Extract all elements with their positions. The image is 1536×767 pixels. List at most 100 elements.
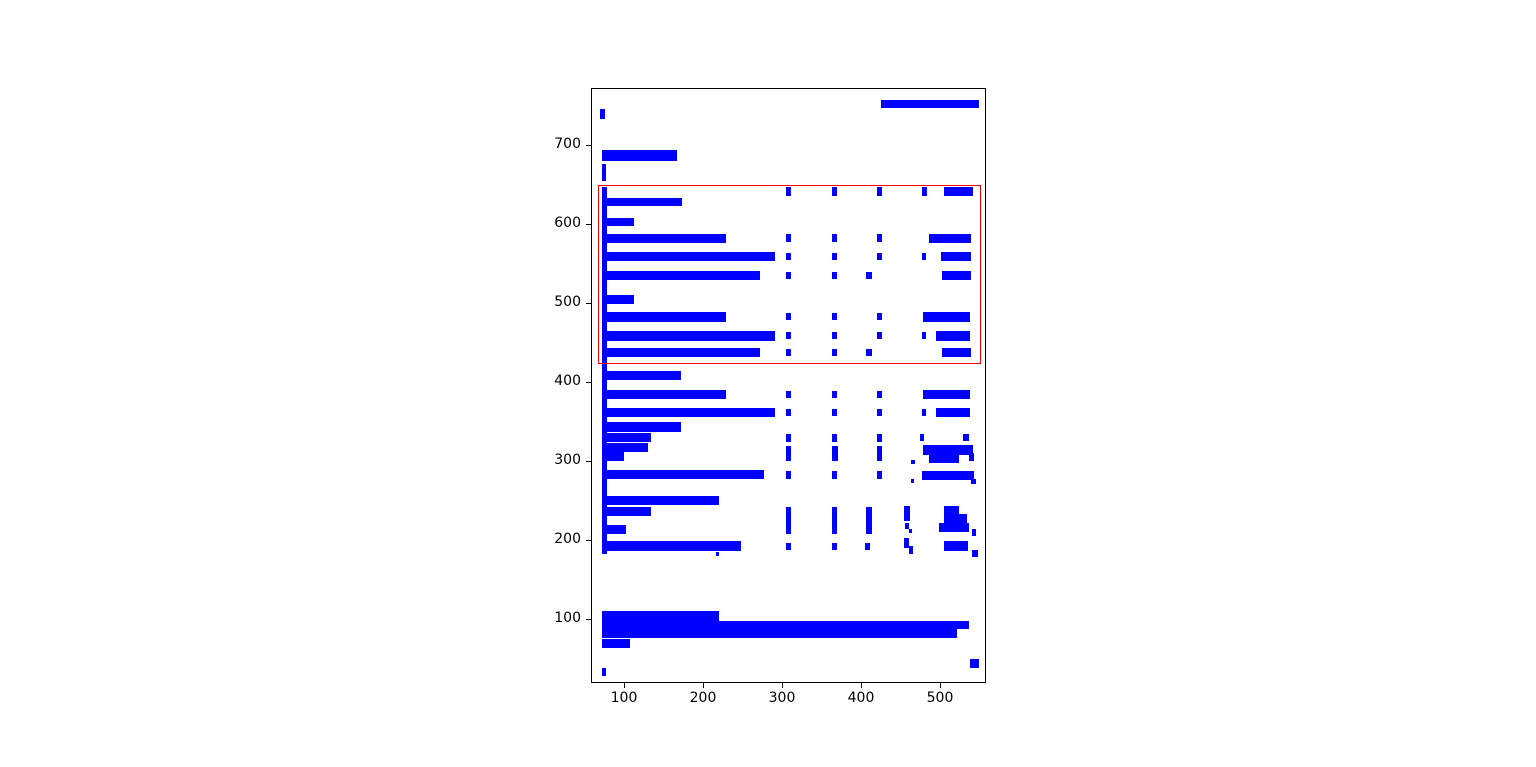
bounding-box [601, 628, 957, 639]
bounding-box [785, 313, 792, 321]
y-tick-mark [586, 619, 591, 620]
bounding-box [866, 507, 872, 534]
bounding-box [832, 313, 837, 321]
bounding-box [786, 446, 791, 462]
bounding-box [601, 348, 760, 357]
bounding-box [785, 349, 792, 357]
bounding-box [601, 251, 776, 262]
y-tick-label: 500 [554, 294, 581, 310]
bounding-box [942, 348, 972, 357]
bounding-box [922, 252, 927, 260]
bounding-box [785, 390, 792, 398]
y-tick-label: 400 [554, 373, 581, 389]
bounding-box [601, 408, 775, 417]
x-tick-label: 100 [610, 690, 638, 706]
y-tick-label: 300 [554, 452, 581, 468]
bounding-box [941, 251, 972, 262]
bounding-box [919, 434, 924, 442]
bounding-box [599, 108, 606, 120]
bounding-box [968, 453, 975, 462]
bounding-box [785, 434, 792, 443]
bounding-box [601, 451, 625, 462]
bounding-box [923, 445, 973, 455]
bounding-box [601, 421, 681, 432]
x-tick-label: 300 [768, 690, 796, 706]
bounding-box [832, 542, 837, 550]
bounding-box [908, 529, 912, 534]
bounding-box [601, 187, 607, 554]
bounding-box [832, 271, 837, 279]
bounding-box [865, 542, 870, 550]
bounding-box [877, 187, 882, 196]
plot-area [591, 88, 986, 683]
bounding-box [944, 514, 968, 523]
bounding-box [832, 349, 837, 357]
bounding-box [922, 332, 927, 340]
y-tick-mark [586, 540, 591, 541]
x-tick-label: 200 [689, 690, 717, 706]
bounding-box [601, 507, 652, 516]
bounding-box [601, 217, 634, 226]
bounding-box [922, 187, 927, 196]
x-tick-mark [861, 683, 862, 688]
bounding-box [601, 611, 720, 621]
bounding-box [866, 271, 872, 279]
bounding-box [944, 187, 973, 196]
bounding-box [938, 522, 969, 533]
bounding-box [786, 507, 791, 534]
bounding-box [911, 460, 916, 465]
bounding-box [601, 270, 760, 281]
bounding-box [877, 446, 882, 462]
bounding-box [601, 233, 727, 244]
bounding-box [942, 270, 972, 281]
bounding-box [601, 443, 649, 452]
bounding-box [928, 454, 959, 463]
bounding-box [601, 668, 606, 677]
bounding-box [832, 332, 837, 340]
bounding-box [832, 446, 838, 462]
bounding-box [601, 495, 720, 505]
bounding-box [972, 529, 976, 537]
bounding-box [904, 537, 909, 549]
bounding-box [601, 390, 727, 399]
bounding-box [866, 349, 872, 357]
x-tick-mark [940, 683, 941, 688]
bounding-box [601, 469, 765, 480]
bounding-box [785, 271, 792, 279]
bounding-box [962, 434, 969, 442]
bounding-box [601, 330, 776, 342]
highlight-rectangle [598, 184, 982, 364]
bounding-box [881, 100, 980, 108]
x-tick-mark [703, 683, 704, 688]
bounding-box [936, 408, 970, 417]
bounding-box [601, 371, 681, 380]
y-tick-mark [586, 382, 591, 383]
bounding-box [601, 432, 652, 443]
bounding-box [944, 541, 968, 552]
y-tick-mark [586, 224, 591, 225]
bounding-box [785, 471, 792, 480]
x-tick-mark [782, 683, 783, 688]
y-tick-label: 200 [554, 531, 581, 547]
bounding-box [832, 471, 837, 480]
bounding-box [832, 187, 837, 196]
bounding-box [944, 506, 960, 515]
bounding-box [601, 149, 678, 161]
bounding-box [601, 525, 626, 534]
y-tick-mark [586, 145, 591, 146]
bounding-box [971, 479, 976, 484]
bounding-box [601, 541, 741, 552]
bounding-box [922, 470, 974, 481]
bounding-box [922, 409, 927, 417]
bounding-box [832, 434, 837, 443]
bounding-box [936, 330, 970, 342]
bounding-box [877, 390, 882, 398]
bounding-box [601, 620, 969, 629]
bounding-box [785, 252, 792, 260]
bounding-box [877, 409, 882, 417]
bounding-box [785, 542, 792, 550]
bounding-box [832, 390, 837, 398]
bounding-box [970, 658, 980, 669]
bounding-box [832, 409, 837, 417]
